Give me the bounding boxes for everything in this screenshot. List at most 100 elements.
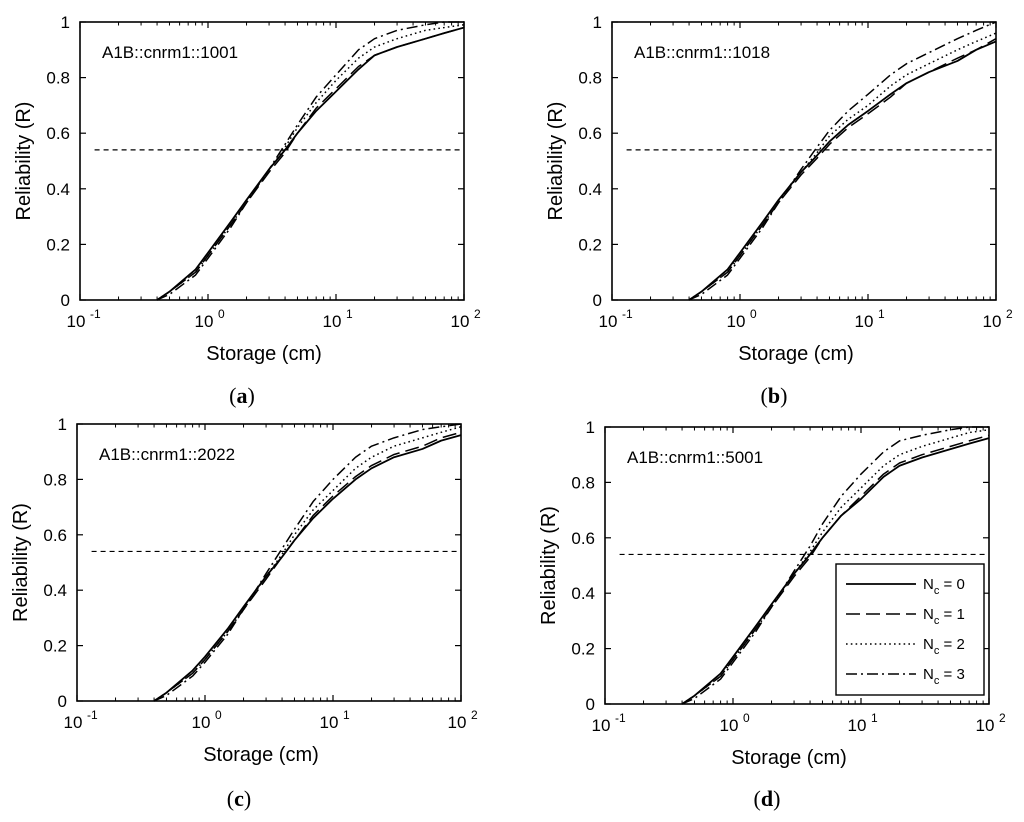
x-tick-exponent: 0 — [743, 711, 750, 725]
x-tick-label: 10 — [195, 312, 214, 331]
x-tick-exponent: 1 — [871, 711, 878, 725]
scenario-annotation: A1B::cnrm1::1001 — [102, 43, 238, 62]
panel-caption: (b) — [761, 383, 788, 408]
y-tick-label: 0 — [61, 291, 70, 310]
plot-frame — [604, 426, 990, 705]
series-line-dashdot — [681, 426, 989, 705]
y-tick-label: 0 — [593, 291, 602, 310]
x-tick-exponent: 0 — [750, 307, 757, 321]
x-tick-label: 10 — [727, 312, 746, 331]
y-tick-label: 1 — [586, 418, 595, 437]
x-tick-exponent: -1 — [622, 307, 633, 321]
x-tick-label: 10 — [64, 713, 83, 732]
series-line-dotted — [153, 426, 462, 702]
y-tick-label: 0.6 — [571, 529, 595, 548]
x-tick-exponent: 1 — [343, 708, 350, 722]
series-line-dashed — [681, 434, 990, 705]
x-tick-label: 10 — [976, 716, 995, 735]
panel-c: 10 -1 10 0 10 1 10 2 0 0.2 0.4 0.6 0.8 1 Storage (cm) R… — [10, 415, 478, 811]
panel-caption: (a) — [229, 383, 255, 408]
x-tick-exponent: 1 — [346, 307, 353, 321]
y-axis-title: Reliability (R) — [538, 506, 560, 625]
x-tick-label: 10 — [67, 312, 86, 331]
x-tick-exponent: -1 — [87, 708, 98, 722]
x-tick-label: 10 — [320, 713, 339, 732]
y-tick-label: 0.2 — [43, 637, 67, 656]
plot-frame — [611, 21, 997, 301]
series-line-dashed — [688, 38, 997, 301]
series-line-solid — [681, 437, 990, 705]
x-axis-title: Storage (cm) — [206, 343, 322, 365]
y-tick-label: 0.6 — [46, 124, 70, 143]
panel-caption: (c) — [227, 786, 251, 811]
y-tick-label: 0.4 — [578, 180, 602, 199]
legend-label: Nc = 3 — [923, 666, 965, 687]
x-axis-title: Storage (cm) — [731, 747, 847, 769]
x-tick-exponent: 2 — [474, 307, 481, 321]
legend-label: Nc = 1 — [923, 606, 965, 627]
y-tick-label: 0.8 — [43, 470, 67, 489]
series-line-dashed — [153, 431, 462, 702]
series-line-solid — [156, 26, 465, 301]
scenario-annotation: A1B::cnrm1::5001 — [627, 448, 763, 467]
x-tick-exponent: 0 — [218, 307, 225, 321]
y-tick-label: 0 — [58, 692, 67, 711]
x-tick-label: 10 — [192, 713, 211, 732]
x-tick-exponent: 2 — [1006, 307, 1013, 321]
series-line-dotted — [156, 24, 465, 301]
panel-a: 10 -1 10 0 10 1 10 2 0 0.2 0.4 0.6 0.8 1 Storage (cm) R… — [13, 13, 481, 408]
y-axis-title: Reliability (R) — [545, 102, 567, 221]
x-axis-title: Storage (cm) — [738, 343, 854, 365]
x-tick-exponent: -1 — [615, 711, 626, 725]
y-tick-label: 0.8 — [46, 69, 70, 88]
series-line-dashdot — [153, 423, 462, 702]
y-tick-label: 0.6 — [43, 526, 67, 545]
series-line-dotted — [688, 32, 997, 301]
y-tick-label: 0.4 — [571, 584, 595, 603]
x-tick-exponent: -1 — [90, 307, 101, 321]
x-tick-label: 10 — [720, 716, 739, 735]
y-tick-label: 1 — [593, 13, 602, 32]
y-tick-label: 0.4 — [46, 180, 70, 199]
y-axis-title: Reliability (R) — [13, 102, 35, 221]
y-axis-title: Reliability (R) — [10, 503, 32, 622]
legend-box — [835, 563, 985, 696]
x-tick-label: 10 — [848, 716, 867, 735]
x-tick-label: 10 — [592, 716, 611, 735]
series-line-solid — [153, 434, 462, 702]
panel-b: 10 -1 10 0 10 1 10 2 0 0.2 0.4 0.6 0.8 1 Storage (cm) R… — [545, 13, 1013, 408]
x-tick-label: 10 — [451, 312, 470, 331]
x-tick-label: 10 — [983, 312, 1002, 331]
series-line-dashed — [156, 26, 465, 301]
x-tick-label: 10 — [323, 312, 342, 331]
y-tick-label: 0.6 — [578, 124, 602, 143]
series-line-dashdot — [688, 21, 997, 301]
y-tick-label: 1 — [58, 415, 67, 434]
scenario-annotation: A1B::cnrm1::1018 — [634, 43, 770, 62]
x-tick-exponent: 0 — [215, 708, 222, 722]
y-tick-label: 0.2 — [571, 640, 595, 659]
y-tick-label: 0.2 — [46, 235, 70, 254]
y-tick-label: 1 — [61, 13, 70, 32]
plot-frame — [76, 423, 462, 702]
y-tick-label: 0.4 — [43, 581, 67, 600]
y-tick-label: 0 — [586, 695, 595, 714]
plot-frame — [79, 21, 465, 301]
x-tick-exponent: 2 — [999, 711, 1006, 725]
x-axis-title: Storage (cm) — [203, 744, 319, 766]
series-line-solid — [688, 40, 997, 301]
x-tick-exponent: 2 — [471, 708, 478, 722]
x-tick-label: 10 — [448, 713, 467, 732]
legend-label: Nc = 2 — [923, 636, 965, 657]
y-tick-label: 0.2 — [578, 235, 602, 254]
panel-caption: (d) — [754, 786, 781, 811]
x-tick-label: 10 — [599, 312, 618, 331]
legend-label: Nc = 0 — [923, 576, 965, 597]
panel-d: 10 -1 10 0 10 1 10 2 0 0.2 0.4 0.6 0.8 1 Storage (cm) R… — [538, 418, 1006, 811]
scenario-annotation: A1B::cnrm1::2022 — [99, 445, 235, 464]
y-tick-label: 0.8 — [578, 69, 602, 88]
y-tick-label: 0.8 — [571, 473, 595, 492]
x-tick-label: 10 — [855, 312, 874, 331]
x-tick-exponent: 1 — [878, 307, 885, 321]
